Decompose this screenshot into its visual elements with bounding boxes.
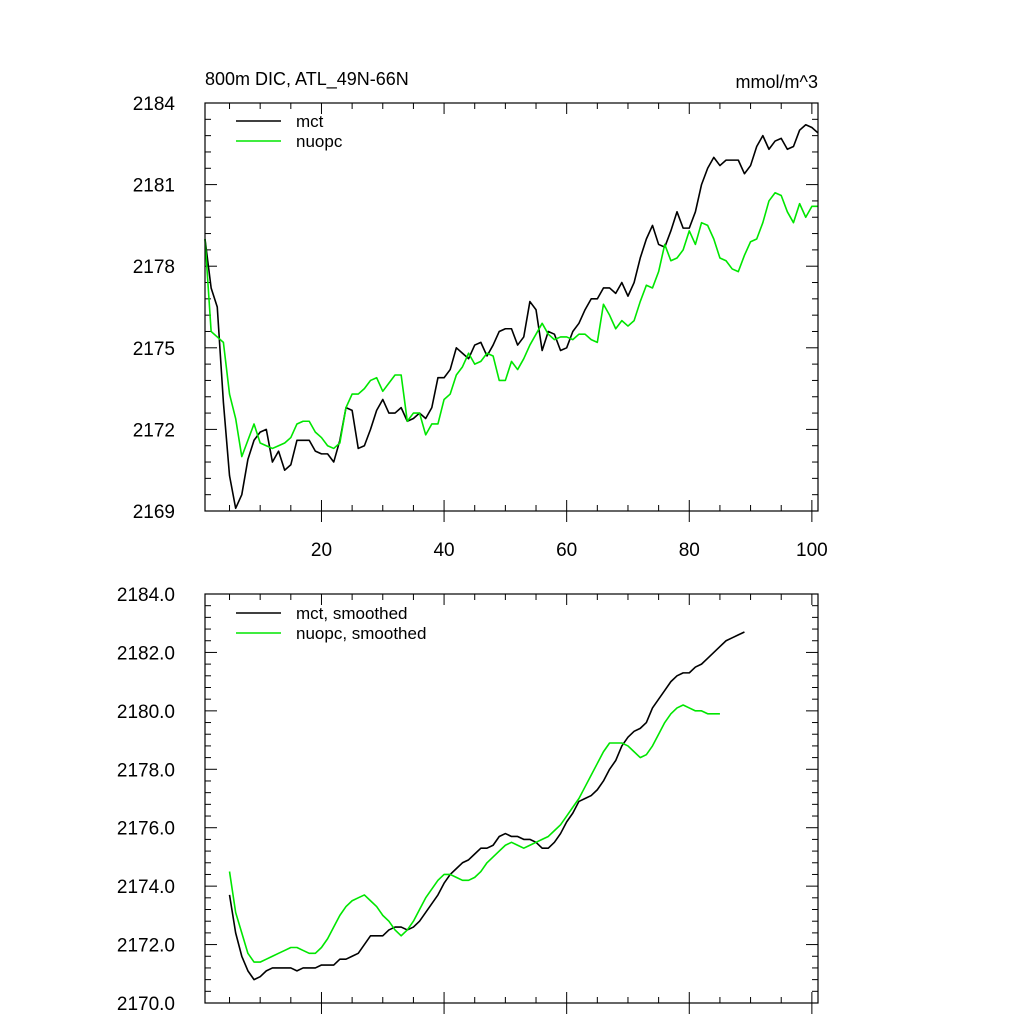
bottom-y-tick-label: 2176.0 bbox=[117, 819, 175, 840]
top-y-tick-label: 2172 bbox=[133, 420, 175, 441]
top-x-tick-label: 80 bbox=[679, 540, 700, 561]
legend-label-mct: mct bbox=[296, 112, 324, 131]
top-plot-frame bbox=[204, 102, 819, 512]
top-legend: mct nuopc bbox=[236, 112, 343, 151]
top-x-tick-label: 40 bbox=[433, 540, 454, 561]
bottom-y-tick-label: 2180.0 bbox=[117, 702, 175, 723]
bottom-y-tick-label: 2172.0 bbox=[117, 936, 175, 957]
bottom-series-lines bbox=[228, 631, 745, 981]
top-y-tick-label: 2181 bbox=[133, 176, 175, 197]
bottom-axis-ticks: 2170.0 2172.0 2174.0 2176.0 2178.0 2180.0 2182… bbox=[117, 585, 818, 1015]
bottom-series-line-mct-smoothed bbox=[228, 631, 745, 981]
top-x-tick-label: 100 bbox=[796, 540, 828, 561]
top-y-tick-label: 2169 bbox=[133, 502, 175, 523]
bottom-series-line-nuopc-smoothed bbox=[228, 704, 720, 963]
bottom-plot-frame bbox=[204, 593, 819, 1004]
legend-label-nuopc: nuopc bbox=[296, 132, 343, 151]
top-series-lines bbox=[204, 123, 819, 510]
bottom-y-tick-label: 2174.0 bbox=[117, 877, 175, 898]
top-y-tick-label: 2178 bbox=[133, 257, 175, 278]
bottom-y-tick-label: 2178.0 bbox=[117, 760, 175, 781]
legend-label-nuopc-smoothed: nuopc, smoothed bbox=[296, 624, 426, 643]
panel-bottom-smoothed: 2170.0 2172.0 2174.0 2176.0 2178.0 2180.0 2182… bbox=[117, 585, 819, 1015]
top-x-tick-label: 60 bbox=[556, 540, 577, 561]
top-series-line-nuopc bbox=[204, 191, 818, 458]
top-y-tick-label: 2184 bbox=[133, 94, 176, 115]
bottom-y-tick-label: 2184.0 bbox=[117, 585, 175, 606]
top-axis-ticks: 20 40 60 80 100 2169 2172 2175 2178 2181 2184 bbox=[133, 94, 828, 561]
top-series-line-mct bbox=[204, 123, 819, 510]
top-title-right: mmol/m^3 bbox=[736, 72, 818, 92]
legend-label-mct-smoothed: mct, smoothed bbox=[296, 604, 408, 623]
top-y-tick-label: 2175 bbox=[133, 339, 175, 360]
bottom-y-tick-label: 2182.0 bbox=[117, 643, 175, 664]
bottom-legend: mct, smoothed nuopc, smoothed bbox=[236, 604, 426, 643]
panel-top-raw: 800m DIC, ATL_49N-66N mmol/m^3 20 40 60 80 1… bbox=[133, 69, 828, 561]
top-x-tick-label: 20 bbox=[311, 540, 332, 561]
top-title-left: 800m DIC, ATL_49N-66N bbox=[205, 69, 409, 90]
bottom-y-tick-label: 2170.0 bbox=[117, 994, 175, 1015]
